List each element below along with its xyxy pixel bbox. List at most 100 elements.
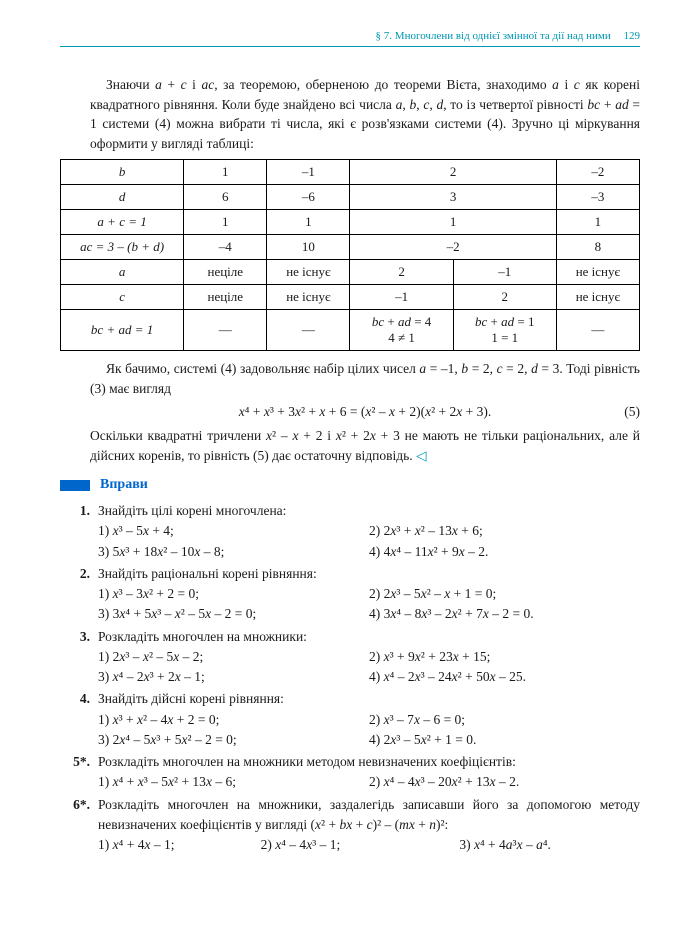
cell-top: bc + ad = 1: [460, 314, 550, 330]
ex-part: 1) 2x³ – x² – 5x – 2;: [98, 647, 369, 667]
after-text: Як бачимо, системі (4) задовольняє набір…: [90, 359, 640, 465]
cell: –6: [267, 185, 350, 210]
cell: –4: [184, 235, 267, 260]
ex-part: 1) x³ – 3x² + 2 = 0;: [98, 584, 369, 604]
cell: неціле: [184, 260, 267, 285]
cell: не існує: [267, 260, 350, 285]
exercise-1: 1. Знайдіть цілі корені многочлена: 1) x…: [60, 501, 640, 562]
cell-label: b: [119, 164, 126, 179]
cell: 1: [556, 210, 639, 235]
ex-part: 1) x⁴ + x³ – 5x² + 13x – 6;: [98, 772, 369, 792]
exercise-4: 4. Знайдіть дійсні корені рівняння: 1) x…: [60, 689, 640, 750]
section-header: Вправи: [60, 477, 640, 493]
cell: –2: [556, 160, 639, 185]
cell-top: bc + ad = 4: [356, 314, 446, 330]
cell: 2: [453, 285, 556, 310]
exercise-6: 6*. Розкладіть многочлен на множники, за…: [60, 795, 640, 856]
ex-question: Знайдіть цілі корені многочлена:: [98, 501, 640, 521]
cell: –1: [267, 160, 350, 185]
cell: не існує: [267, 285, 350, 310]
table-row: a неціле не існує 2 –1 не існує: [61, 260, 640, 285]
intro-paragraph: Знаючи a + c і ac, за теоремою, обернено…: [90, 75, 640, 153]
cell: 2: [350, 260, 453, 285]
cell: неціле: [184, 285, 267, 310]
exercise-5: 5*. Розкладіть многочлен на множники мет…: [60, 752, 640, 793]
ex-number: 6*.: [60, 795, 98, 856]
table-row: b 1 –1 2 –2: [61, 160, 640, 185]
ex-part: 3) 5x³ + 18x² – 10x – 8;: [98, 542, 369, 562]
ex-part: 3) 2x⁴ – 5x³ + 5x² – 2 = 0;: [98, 730, 369, 750]
ex-question: Розкладіть многочлен на множники:: [98, 627, 640, 647]
cell: –1: [453, 260, 556, 285]
ex-part: 1) x³ + x² – 4x + 2 = 0;: [98, 710, 369, 730]
ex-part: 2) 2x³ – 5x² – x + 1 = 0;: [369, 584, 640, 604]
ex-part: 3) 3x⁴ + 5x³ – x² – 5x – 2 = 0;: [98, 604, 369, 624]
table-row: ac = 3 – (b + d) –4 10 –2 8: [61, 235, 640, 260]
cell-bot: 1 = 1: [460, 330, 550, 346]
ex-number: 4.: [60, 689, 98, 750]
cell: 10: [267, 235, 350, 260]
cell: bc + ad = 4 4 ≠ 1: [350, 310, 453, 351]
ex-question: Знайдіть дійсні корені рівняння:: [98, 689, 640, 709]
cell-label: a: [119, 264, 126, 279]
solution-table: b 1 –1 2 –2 d 6 –6 3 –3 a + c = 1 1 1 1 …: [60, 159, 640, 351]
ex-part: 2) x³ + 9x² + 23x + 15;: [369, 647, 640, 667]
cell: –3: [556, 185, 639, 210]
exercise-3: 3. Розкладіть многочлен на множники: 1) …: [60, 627, 640, 688]
section-label: § 7. Многочлени від однієї змінної та ді…: [376, 30, 611, 42]
exercise-2: 2. Знайдіть раціональні корені рівняння:…: [60, 564, 640, 625]
cell: 1: [184, 160, 267, 185]
after-p2: Оскільки квадратні тричлени x² – x + 2 і…: [90, 426, 640, 465]
page-number: 129: [624, 30, 641, 42]
ex-part: 4) x⁴ – 2x³ – 24x² + 50x – 25.: [369, 667, 640, 687]
cell-label: d: [119, 189, 126, 204]
after-p1: Як бачимо, системі (4) задовольняє набір…: [90, 359, 640, 398]
cell: 6: [184, 185, 267, 210]
cell-bot: 4 ≠ 1: [356, 330, 446, 346]
ex-part: 2) x⁴ – 4x³ – 1;: [261, 835, 460, 855]
exercises: 1. Знайдіть цілі корені многочлена: 1) x…: [60, 501, 640, 855]
equation: x⁴ + x³ + 3x² + x + 6 = (x² – x + 2)(x² …: [90, 402, 640, 422]
ex-number: 3.: [60, 627, 98, 688]
cell: 2: [350, 160, 556, 185]
section-bar-icon: [60, 480, 90, 491]
ex-part: 2) 2x³ + x² – 13x + 6;: [369, 521, 640, 541]
page: § 7. Многочлени від однієї змінної та ді…: [0, 0, 690, 897]
equation-tag: (5): [624, 402, 640, 422]
ex-part: 1) x³ – 5x + 4;: [98, 521, 369, 541]
intro-text: Знаючи a + c і ac, за теоремою, обернено…: [90, 75, 640, 153]
running-header: § 7. Многочлени від однієї змінної та ді…: [60, 30, 640, 47]
ex-part: 4) 3x⁴ – 8x³ – 2x² + 7x – 2 = 0.: [369, 604, 640, 624]
ex-part: 3) x⁴ + 4a³x – a⁴.: [459, 835, 640, 855]
ex-part: 4) 4x⁴ – 11x² + 9x – 2.: [369, 542, 640, 562]
end-marker-icon: ◁: [416, 448, 426, 463]
cell-label: ac = 3 – (b + d): [61, 235, 184, 260]
cell: 1: [184, 210, 267, 235]
ex-question: Розкладіть многочлен на множники, заздал…: [98, 795, 640, 836]
cell-label: a + c = 1: [61, 210, 184, 235]
ex-number: 2.: [60, 564, 98, 625]
table-row: d 6 –6 3 –3: [61, 185, 640, 210]
ex-part: 4) 2x³ – 5x² + 1 = 0.: [369, 730, 640, 750]
table-row: c неціле не існує –1 2 не існує: [61, 285, 640, 310]
cell: —: [184, 310, 267, 351]
ex-question: Розкладіть многочлен на множники методом…: [98, 752, 640, 772]
cell: не існує: [556, 260, 639, 285]
cell: —: [556, 310, 639, 351]
cell: 1: [350, 210, 556, 235]
ex-part: 2) x³ – 7x – 6 = 0;: [369, 710, 640, 730]
ex-part: 3) x⁴ – 2x³ + 2x – 1;: [98, 667, 369, 687]
cell-label: bc + ad = 1: [61, 310, 184, 351]
ex-question: Знайдіть раціональні корені рівняння:: [98, 564, 640, 584]
ex-number: 1.: [60, 501, 98, 562]
cell: –1: [350, 285, 453, 310]
cell: bc + ad = 1 1 = 1: [453, 310, 556, 351]
cell: 3: [350, 185, 556, 210]
cell: 1: [267, 210, 350, 235]
table-row: a + c = 1 1 1 1 1: [61, 210, 640, 235]
section-title: Вправи: [100, 477, 148, 493]
cell-label: c: [119, 289, 125, 304]
ex-part: 1) x⁴ + 4x – 1;: [98, 835, 261, 855]
table-row: bc + ad = 1 — — bc + ad = 4 4 ≠ 1 bc + a…: [61, 310, 640, 351]
cell: не існує: [556, 285, 639, 310]
